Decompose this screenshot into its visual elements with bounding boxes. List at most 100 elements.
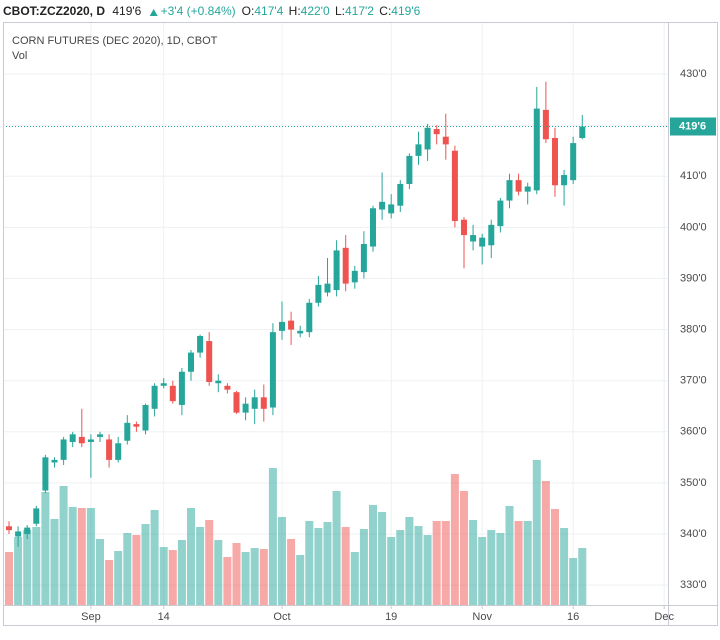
x-tick-label: Oct: [273, 611, 290, 623]
candle-body: [415, 144, 422, 156]
x-tick-label: Dec: [654, 611, 674, 623]
volume-bar: [205, 520, 214, 605]
candle-body: [470, 235, 477, 242]
volume-bar: [186, 508, 195, 605]
volume-bar: [414, 526, 423, 605]
candle-body: [297, 330, 304, 334]
candle-body: [42, 457, 49, 491]
candle-body: [315, 284, 322, 303]
candle-body: [488, 224, 495, 246]
volume-bar: [277, 517, 286, 605]
volume-bar: [387, 537, 396, 605]
volume-bar: [550, 509, 559, 605]
ohlc-value: 417'2: [345, 4, 374, 18]
candle-body: [197, 335, 204, 353]
candle-body: [542, 109, 549, 140]
volume-bar: [578, 548, 587, 605]
candle-body: [15, 531, 22, 537]
volume-bar: [441, 521, 450, 605]
volume-bar: [123, 533, 132, 605]
ohlc-key: O:: [242, 4, 255, 18]
candle-body: [6, 526, 13, 531]
volume-bar: [478, 537, 487, 605]
candle-body: [97, 434, 104, 437]
volume-bar: [396, 530, 405, 605]
change: +3'4 (+0.84%): [161, 4, 236, 18]
volume-title: Vol: [12, 50, 27, 62]
candle-body: [233, 392, 240, 413]
candle-body: [524, 186, 531, 192]
candle-body: [115, 443, 122, 460]
candle-body: [333, 250, 340, 290]
candle-body: [433, 129, 440, 135]
candle-body: [497, 200, 504, 227]
candle-body: [342, 247, 349, 284]
volume-bar: [268, 468, 277, 605]
y-tick-label: 400'0: [680, 221, 707, 233]
volume-bar: [287, 539, 296, 605]
candle-body: [388, 204, 395, 214]
chart-title: CORN FUTURES (DEC 2020), 1D, CBOT: [12, 35, 218, 47]
volume-bar: [296, 555, 305, 605]
candle-body: [224, 385, 231, 390]
volume-bar: [487, 530, 496, 605]
candle-body: [187, 352, 194, 372]
candle-layer: [3, 81, 668, 547]
volume-bar: [350, 552, 359, 605]
candle-body: [69, 434, 76, 443]
volume-bar: [523, 521, 532, 605]
last-price-tag: [670, 117, 716, 136]
volume-bar: [514, 521, 523, 605]
volume-bar: [250, 548, 259, 605]
candle-body: [260, 397, 267, 409]
x-tick-label: Sep: [81, 611, 101, 623]
candle-body: [533, 108, 540, 191]
y-tick-label: 390'0: [680, 272, 707, 284]
volume-bar: [177, 540, 186, 605]
candle-body: [24, 527, 31, 534]
volume-bar: [432, 521, 441, 605]
candle-body: [324, 283, 331, 293]
volume-bar: [86, 508, 95, 605]
header: CBOT:ZCZ2020, D 419'6 +3'4 (+0.84%) O: 41…: [3, 4, 421, 18]
candle-body: [288, 320, 295, 330]
volume-bar: [150, 510, 159, 605]
candle-body: [78, 436, 85, 444]
volume-bar: [77, 508, 86, 605]
volume-bar: [168, 550, 177, 605]
candle-body: [178, 371, 185, 405]
candle-body: [169, 385, 176, 402]
volume-bar: [332, 491, 341, 605]
volume-bar: [305, 521, 314, 605]
candle-body: [424, 127, 431, 150]
candle-body: [251, 397, 258, 409]
candle-body: [460, 219, 467, 236]
volume-bar: [323, 522, 332, 605]
volume-bar: [368, 505, 377, 605]
volume-bar: [450, 474, 459, 605]
candle-body: [124, 422, 131, 441]
candle-body: [87, 439, 94, 443]
candle-body: [379, 201, 386, 210]
volume-bar: [41, 492, 50, 605]
volume-bar: [405, 517, 414, 605]
candle-body: [160, 383, 167, 386]
candle-body: [106, 439, 113, 460]
volume-bar: [359, 529, 368, 605]
volume-bar: [68, 507, 77, 605]
volume-bar: [314, 528, 323, 605]
y-tick-label: 410'0: [680, 170, 707, 182]
ohlc-value: 417'4: [254, 4, 283, 18]
candle-body: [579, 126, 586, 138]
ohlc-key: C:: [379, 4, 391, 18]
y-tick-label: 340'0: [680, 528, 707, 540]
last-price: 419'6: [112, 4, 141, 18]
candle-body: [242, 403, 249, 413]
volume-bar: [59, 486, 68, 605]
candle-body: [369, 208, 376, 247]
volume-bar: [378, 512, 387, 605]
candle-body: [33, 508, 40, 524]
candle-body: [451, 150, 458, 222]
candle-body: [506, 180, 513, 201]
